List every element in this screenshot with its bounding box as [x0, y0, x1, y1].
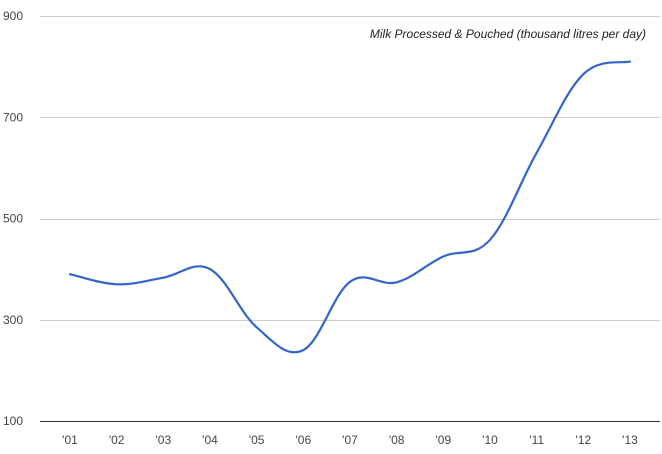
y-tick-label: 700: [3, 110, 23, 124]
y-tick-label: 100: [3, 414, 23, 428]
x-tick-label: '09: [436, 433, 452, 447]
series-line: [68, 60, 632, 354]
x-tick-label: '04: [202, 433, 218, 447]
x-tick-label: '07: [342, 433, 358, 447]
x-tick-label: '01: [62, 433, 78, 447]
x-tick-label: '12: [576, 433, 592, 447]
y-tick-label: 900: [3, 9, 23, 23]
series-group: [68, 60, 632, 354]
x-tick-label: '13: [622, 433, 638, 447]
x-tick-label: '05: [249, 433, 265, 447]
gridlines: [40, 16, 660, 422]
y-tick-label: 500: [3, 212, 23, 226]
y-tick-label: 300: [3, 313, 23, 327]
x-tick-label: '06: [296, 433, 312, 447]
chart-title: Milk Processed & Pouched (thousand litre…: [370, 27, 646, 41]
x-tick-label: '08: [389, 433, 405, 447]
x-tick-label: '11: [529, 433, 544, 447]
x-tick-label: '02: [109, 433, 125, 447]
x-axis-ticks: '01 '02 '03 '04 '05 '06 '07 '08 '09 '10 '11 '12 '13: [62, 433, 638, 447]
y-axis-ticks: 100 300 500 700 900: [3, 9, 23, 428]
x-tick-label: '10: [482, 433, 498, 447]
x-tick-label: '03: [156, 433, 172, 447]
